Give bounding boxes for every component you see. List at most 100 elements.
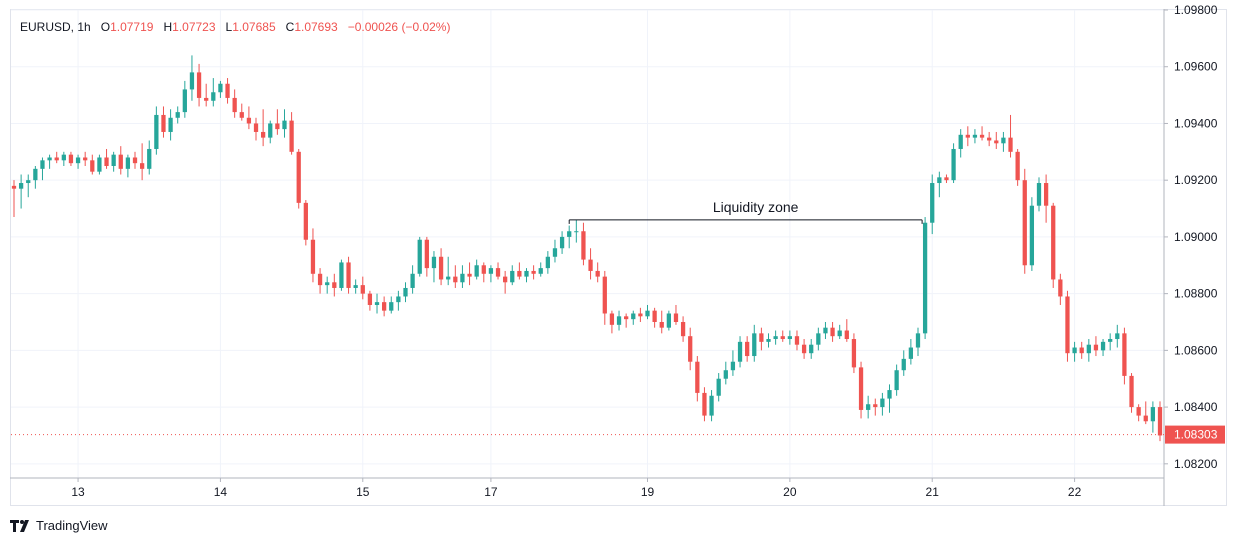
candle-body [517, 270, 522, 277]
candle-body [1036, 183, 1042, 206]
candle-body [1008, 137, 1013, 152]
candle [965, 126, 970, 147]
candle [360, 276, 365, 300]
candle-body [787, 336, 792, 340]
candle [18, 174, 24, 209]
candle-body [709, 395, 714, 416]
candle [317, 268, 323, 294]
x-tick-label: 20 [783, 485, 797, 499]
candle-body [1043, 183, 1049, 206]
candle-body [979, 134, 985, 138]
candle-body [438, 256, 444, 280]
candle [161, 106, 166, 138]
candle [709, 390, 714, 422]
candle-body [367, 293, 373, 305]
candle [61, 151, 66, 166]
candle-body [168, 117, 173, 132]
candle-body [652, 310, 657, 322]
candle [481, 262, 486, 283]
candle [488, 265, 494, 283]
candle-body [659, 322, 664, 328]
candle [232, 89, 237, 118]
candle [495, 262, 501, 280]
candle-body [374, 302, 380, 305]
candle-body [616, 316, 622, 325]
x-tick-label: 21 [926, 485, 940, 499]
candle [894, 364, 899, 396]
candle [624, 313, 629, 328]
candle [574, 219, 579, 243]
candle-body [196, 72, 202, 98]
x-tick-label: 19 [641, 485, 655, 499]
candle [609, 310, 615, 334]
candle [1015, 148, 1020, 186]
candle-body [253, 123, 259, 132]
candle-body [609, 313, 615, 325]
candle [673, 304, 679, 325]
candle-body [268, 123, 273, 138]
candle-body [410, 273, 415, 288]
candle [588, 248, 593, 280]
candle-body [125, 157, 131, 169]
y-tick-label: 1.09800 [1174, 3, 1218, 17]
candle [1043, 174, 1049, 223]
candle-body [239, 112, 244, 118]
y-tick-label: 1.08200 [1174, 457, 1218, 471]
liquidity-zone-label: Liquidity zone [713, 199, 799, 215]
candle [1157, 401, 1163, 442]
candle [175, 106, 180, 124]
candle [688, 327, 693, 371]
candle-body [225, 83, 230, 98]
candle-body [866, 404, 871, 410]
x-tick-label: 15 [356, 485, 370, 499]
candle-body [780, 336, 785, 340]
candle-body [97, 157, 102, 172]
candle-body [680, 322, 686, 337]
interval: 1h [77, 20, 91, 34]
candle [1008, 114, 1013, 158]
candle [33, 166, 38, 189]
candle [260, 109, 266, 147]
y-tick-label: 1.08400 [1174, 400, 1218, 414]
candle-body [1072, 347, 1077, 354]
candle [616, 310, 622, 331]
candle [1143, 401, 1148, 425]
candle [424, 236, 429, 277]
candle-body [887, 390, 892, 399]
candle [26, 174, 31, 198]
candle [937, 171, 942, 198]
candle [581, 222, 586, 266]
candle-body [830, 327, 835, 337]
candle-body [987, 137, 992, 141]
candle-body [759, 333, 764, 342]
candle-body [958, 134, 963, 149]
tradingview-logo[interactable]: TradingView [10, 518, 108, 533]
candle [631, 310, 636, 325]
candle-body [1065, 296, 1070, 354]
candle [382, 296, 387, 317]
candle [54, 151, 59, 164]
x-tick-label: 22 [1068, 485, 1082, 499]
candle-body [524, 270, 529, 277]
candle-body [139, 163, 145, 169]
candle-body [873, 404, 878, 408]
candle-body [403, 287, 408, 297]
candle-body [972, 134, 978, 138]
candle-body [1122, 333, 1127, 376]
candle [90, 154, 95, 175]
annotations: Liquidity zone [568, 199, 923, 224]
candle-body [182, 89, 187, 113]
candle [211, 78, 216, 107]
candle [944, 174, 949, 184]
symbol-name: EURUSD [20, 20, 71, 34]
candle [104, 148, 109, 169]
candle [403, 282, 408, 303]
candle-body [559, 236, 565, 249]
candle [204, 83, 209, 107]
high-value: 1.07723 [172, 20, 216, 34]
candle-body [638, 313, 643, 317]
candle [1086, 339, 1091, 362]
candle [503, 270, 508, 294]
candle-body [161, 114, 166, 132]
